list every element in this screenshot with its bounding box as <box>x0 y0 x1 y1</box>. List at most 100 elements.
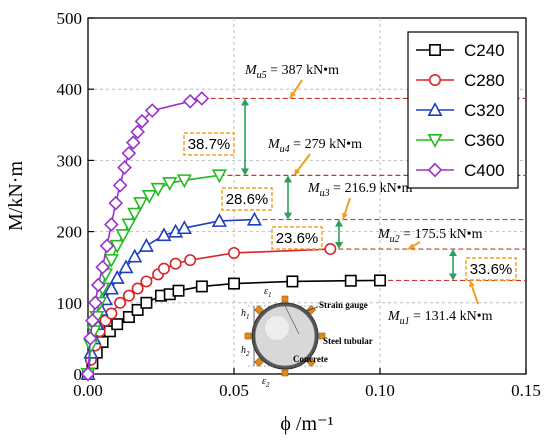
gap-arrowhead <box>335 242 343 250</box>
percent-box <box>221 187 273 211</box>
data-point <box>103 254 119 268</box>
strain-gauge-icon <box>254 357 264 367</box>
data-point <box>211 169 227 184</box>
legend: C240 C280 C320 C360 C400 <box>407 31 519 189</box>
gap-arrowhead <box>449 273 457 281</box>
strain-gauge-icon <box>281 369 289 377</box>
label-concrete: Concrete <box>293 354 328 364</box>
data-point <box>427 102 443 116</box>
percent-p4: 33.6% <box>470 261 513 278</box>
y-tick-label: 500 <box>57 9 83 28</box>
data-point <box>428 43 441 56</box>
data-point <box>157 262 170 275</box>
y-axis-title: M/kN·m <box>5 161 27 231</box>
data-point <box>211 213 227 227</box>
data-point <box>373 274 386 287</box>
data-point <box>109 270 125 284</box>
label-h2: h2 <box>241 345 250 358</box>
gap-arrowhead <box>284 212 292 220</box>
callout-arrowhead <box>469 280 475 288</box>
legend-label: C280 <box>464 71 505 90</box>
y-tick-label: 200 <box>57 223 83 242</box>
strain-gauge-icon <box>306 357 316 367</box>
legend-label: C400 <box>464 161 505 180</box>
annotation-mu1: Mu1 = 131.4 kN•m <box>387 309 493 327</box>
gap-arrowhead <box>241 98 249 106</box>
annotation-mu5: Mu5 = 387 kN•m <box>244 63 339 81</box>
data-point <box>133 197 149 211</box>
data-point <box>108 195 124 211</box>
data-point <box>80 366 96 382</box>
strain-gauge-icon <box>306 305 316 315</box>
data-point <box>182 93 198 109</box>
legend-entry: C280 <box>416 71 505 90</box>
legend-entry: C240 <box>416 41 505 60</box>
data-point <box>150 182 166 197</box>
data-point <box>176 220 192 235</box>
percent-box <box>183 132 235 156</box>
strain-gauge-icon <box>244 332 252 340</box>
data-point <box>121 218 137 233</box>
data-point <box>117 160 132 175</box>
data-point <box>144 103 160 118</box>
data-point <box>122 289 135 302</box>
series-layer <box>80 91 386 382</box>
x-tick-label: 0.00 <box>73 381 103 400</box>
data-point <box>122 311 135 324</box>
callout-arrowhead <box>290 91 296 99</box>
y-tick-label: 300 <box>57 151 83 170</box>
data-point <box>130 124 145 140</box>
data-point <box>105 307 118 320</box>
percent-p3: 23.6% <box>276 230 319 247</box>
data-point <box>228 277 241 290</box>
strain-gauge-icon <box>254 305 264 315</box>
data-point <box>427 162 443 178</box>
legend-label: C240 <box>464 41 505 60</box>
legend-label: C320 <box>464 101 505 120</box>
data-point <box>83 331 98 346</box>
data-point <box>172 284 185 297</box>
data-point <box>95 259 110 275</box>
data-point <box>87 295 103 311</box>
label-steel-tubular: Steel tubular <box>323 336 373 346</box>
data-point <box>324 243 337 256</box>
percent-p1: 38.7% <box>188 136 231 153</box>
x-axis-title: ϕ /m⁻¹ <box>280 413 333 435</box>
data-point <box>134 113 150 129</box>
data-point <box>195 280 208 293</box>
data-point <box>127 248 143 263</box>
data-point <box>246 211 262 226</box>
inset-diagram: ε1 ε2 h1 h2 Strain gauge Steel tubular Concret… <box>241 286 373 389</box>
data-point <box>344 274 357 287</box>
data-point <box>138 237 154 252</box>
callout-arrowhead <box>294 168 301 176</box>
pointer-line <box>284 305 300 335</box>
y-tick-label: 100 <box>57 294 83 313</box>
x-tick-label: 0.10 <box>365 381 395 400</box>
data-point <box>131 282 144 295</box>
callout-arrowhead <box>408 243 415 250</box>
data-point <box>156 227 172 242</box>
data-point <box>176 174 192 189</box>
data-point <box>118 259 134 274</box>
data-point <box>127 207 143 222</box>
series-c400 <box>80 91 210 382</box>
data-point <box>115 229 131 244</box>
gap-arrowhead <box>335 219 343 227</box>
data-point <box>112 177 128 193</box>
axis-ticks: 0.00 0.05 0.10 0.15 0 100 200 300 400 500 <box>57 9 541 400</box>
gap-arrowhead <box>449 249 457 257</box>
gap-arrowhead <box>284 175 292 183</box>
strain-gauge-icon <box>281 295 289 303</box>
data-point <box>140 296 153 309</box>
data-point <box>169 257 182 270</box>
x-tick-label: 0.15 <box>511 381 541 400</box>
label-e2: ε2 <box>262 376 270 389</box>
annotations: Mu5 = 387 kN•m Mu4 = 279 kN•m Mu3 = 216.9 … <box>183 63 517 327</box>
y-tick-label: 0 <box>74 365 83 384</box>
label-h1: h1 <box>241 308 250 321</box>
data-point <box>109 239 125 254</box>
data-point <box>85 313 100 328</box>
gap-arrowhead <box>241 168 249 176</box>
